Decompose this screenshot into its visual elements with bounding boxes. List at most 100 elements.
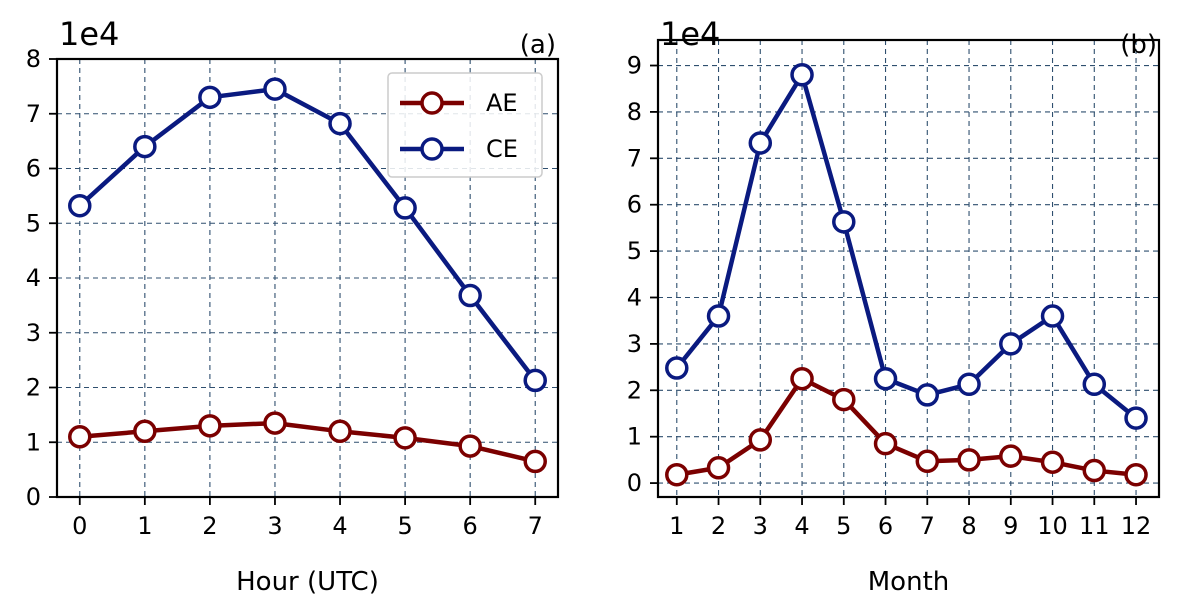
data-point-ae [263, 411, 287, 435]
y-tick-label: 1 [627, 423, 642, 451]
x-tick-label: 5 [397, 512, 412, 540]
y-tick-label: 4 [627, 283, 642, 311]
x-tick-label: 6 [878, 512, 893, 540]
grid-lines [658, 40, 1159, 497]
plot-frame [656, 38, 1161, 499]
axis-multiplier: 1e4 [660, 15, 720, 53]
data-point-ae [790, 366, 814, 391]
x-tick-label: 4 [794, 512, 809, 540]
data-point-ae [915, 449, 940, 474]
data-point-ce [790, 63, 814, 87]
y-tick-label: 8 [26, 45, 41, 73]
y-tick-label: 9 [627, 52, 642, 80]
legend: AE CE [387, 72, 543, 178]
x-tick-label: 4 [332, 512, 347, 540]
x-tick-label: 1 [137, 512, 152, 540]
legend-frame [387, 72, 543, 178]
x-tick-label: 12 [1121, 512, 1152, 540]
data-point-ce [523, 368, 547, 393]
y-tick-label: 8 [627, 98, 642, 126]
y-tick-label: 7 [627, 144, 642, 172]
legend-marker-ae [420, 91, 444, 115]
y-tick-label: 1 [26, 428, 41, 456]
y-tick-label: 5 [26, 209, 41, 237]
data-point-ae [1040, 450, 1065, 474]
y-tick-label: 0 [627, 469, 642, 497]
x-axis-label: Month [868, 567, 950, 597]
y-tick-label: 6 [627, 191, 642, 219]
x-tick-label: 6 [463, 512, 478, 540]
x-tick-label: 7 [528, 512, 543, 540]
data-point-ae [393, 426, 417, 450]
x-tick-label: 0 [72, 512, 87, 540]
y-tick-label: 3 [26, 319, 41, 347]
data-point-ce [198, 85, 222, 110]
plot-frame [55, 57, 560, 499]
x-tick-label: 3 [267, 512, 282, 540]
data-point-ae [706, 456, 731, 480]
y-tick-label: 6 [26, 155, 41, 183]
x-tick-label: 5 [836, 512, 851, 540]
y-tick-label: 7 [26, 100, 41, 128]
x-tick-label: 7 [920, 512, 935, 540]
series-line-ae [676, 376, 1137, 477]
data-point-ce [1040, 304, 1065, 328]
data-point-ae [68, 425, 92, 449]
data-point-ce [748, 131, 773, 155]
data-point-ce [328, 111, 352, 136]
data-point-ae [198, 414, 222, 438]
data-point-ae [1082, 458, 1107, 483]
x-tick-label: 8 [961, 512, 976, 540]
data-point-ae [133, 419, 157, 444]
data-point-ce [832, 210, 856, 234]
x-tick-label: 1 [669, 512, 684, 540]
x-tick-label: 2 [711, 512, 726, 540]
data-point-ce [68, 193, 92, 218]
chart-panel-a: 0 1 2 3 4 5 6 7 0 1 2 3 4 5 6 7 8 Hour (UTC) 1e4 (a) AE CE [26, 15, 560, 597]
x-tick-label: 2 [202, 512, 217, 540]
legend-label: CE [486, 135, 518, 163]
data-point-ce [665, 356, 689, 380]
x-tick-label: 3 [753, 512, 768, 540]
x-tick-label: 11 [1079, 512, 1110, 540]
data-point-ce [1124, 406, 1148, 430]
data-point-ce [873, 366, 898, 391]
y-tick-label: 0 [26, 483, 41, 511]
data-point-ae [458, 434, 482, 458]
data-point-ae [523, 449, 547, 474]
data-point-ce [706, 304, 731, 328]
data-point-ce [393, 196, 417, 220]
data-point-ce [133, 134, 157, 159]
series-line-ce [78, 86, 538, 382]
data-point-ae [748, 428, 773, 452]
data-point-ae [328, 419, 352, 444]
legend-marker-ce [420, 137, 444, 161]
data-point-ae [665, 462, 689, 487]
panel-label: (a) [520, 30, 556, 60]
x-tick-label: 9 [1003, 512, 1018, 540]
data-point-ae [957, 448, 981, 472]
series-line-ce [675, 72, 1138, 420]
data-point-ce [1082, 372, 1107, 397]
y-tick-label: 4 [26, 264, 41, 292]
data-point-ae [1124, 462, 1148, 487]
data-point-ce [957, 372, 981, 397]
data-point-ce [263, 77, 287, 101]
x-axis-label: Hour (UTC) [236, 567, 379, 597]
data-point-ce [915, 383, 940, 407]
y-tick-label: 5 [627, 237, 642, 265]
y-tick-label: 3 [627, 330, 642, 358]
panel-label: (b) [1120, 30, 1157, 60]
data-point-ae [873, 431, 898, 456]
y-tick-label: 2 [627, 376, 642, 404]
x-tick-label: 10 [1037, 512, 1068, 540]
data-point-ae [999, 444, 1023, 468]
data-point-ce [999, 332, 1023, 356]
data-point-ce [458, 283, 482, 308]
axis-multiplier: 1e4 [59, 15, 119, 53]
y-tick-label: 2 [26, 374, 41, 402]
data-point-ae [832, 387, 856, 412]
legend-label: AE [486, 89, 518, 117]
